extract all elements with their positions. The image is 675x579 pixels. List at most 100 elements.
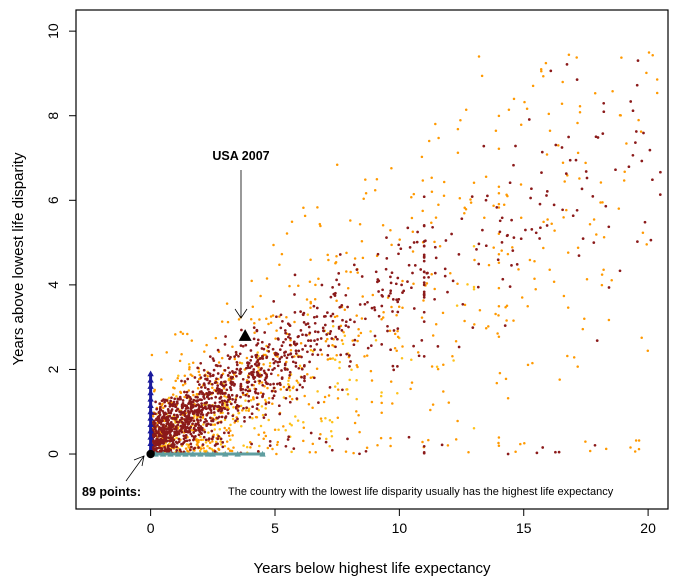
orange-point bbox=[173, 387, 176, 390]
orange-point bbox=[519, 183, 523, 186]
orange-point bbox=[566, 306, 570, 309]
orange-point bbox=[497, 202, 501, 206]
dark-point bbox=[199, 376, 203, 379]
dark-point bbox=[387, 294, 391, 298]
orange-point bbox=[550, 222, 553, 226]
dark-point bbox=[208, 392, 212, 396]
dark-point bbox=[191, 390, 195, 394]
dark-point bbox=[205, 424, 208, 428]
dark-point bbox=[293, 273, 297, 277]
dark-point bbox=[190, 445, 193, 449]
dark-point bbox=[158, 408, 162, 412]
dark-point bbox=[321, 326, 325, 330]
orange-point bbox=[308, 450, 312, 454]
dark-point bbox=[276, 360, 280, 364]
y-tick-label: 8 bbox=[45, 112, 61, 120]
orange-point bbox=[401, 306, 404, 309]
dark-point bbox=[189, 407, 192, 410]
dark-point bbox=[233, 382, 236, 386]
orange-point bbox=[540, 70, 543, 73]
yellow-point bbox=[452, 359, 455, 362]
dark-point bbox=[376, 252, 380, 256]
dark-point bbox=[410, 286, 413, 290]
y-tick-label: 2 bbox=[45, 365, 61, 373]
yellow-point bbox=[198, 449, 202, 453]
orange-point bbox=[601, 201, 604, 204]
dark-point bbox=[433, 297, 436, 301]
dark-point bbox=[210, 382, 214, 386]
yellow-point bbox=[288, 388, 292, 392]
yellow-point bbox=[294, 415, 297, 418]
dark-point bbox=[219, 382, 223, 386]
yellow-point bbox=[256, 351, 259, 354]
orange-point bbox=[220, 356, 224, 360]
dark-point bbox=[168, 439, 172, 443]
dark-point bbox=[164, 435, 168, 439]
orange-point bbox=[500, 249, 503, 252]
dark-point bbox=[163, 415, 166, 419]
yellow-point bbox=[330, 420, 334, 424]
orange-point bbox=[241, 409, 244, 412]
dark-point bbox=[604, 204, 608, 208]
dark-point bbox=[221, 402, 224, 405]
orange-point bbox=[285, 315, 288, 319]
orange-point bbox=[245, 356, 249, 360]
orange-point bbox=[186, 332, 189, 336]
orange-point bbox=[442, 390, 445, 393]
dark-point bbox=[186, 394, 190, 398]
dark-point bbox=[236, 409, 240, 412]
yellow-point bbox=[333, 358, 337, 362]
x-tick-label: 20 bbox=[640, 520, 656, 536]
dark-point bbox=[160, 434, 164, 438]
orange-point bbox=[563, 180, 566, 183]
dark-point bbox=[222, 384, 225, 388]
dark-point bbox=[506, 452, 510, 456]
dark-point bbox=[386, 329, 389, 333]
dark-point bbox=[208, 404, 212, 407]
orange-point bbox=[262, 363, 265, 366]
yellow-point bbox=[348, 378, 351, 382]
orange-point bbox=[183, 374, 187, 377]
yellow-point bbox=[175, 395, 178, 398]
orange-point bbox=[412, 192, 416, 196]
orange-point bbox=[633, 450, 637, 453]
orange-point bbox=[316, 206, 319, 209]
dark-point bbox=[249, 349, 253, 352]
orange-point bbox=[519, 216, 523, 220]
orange-point bbox=[519, 123, 523, 126]
dark-point bbox=[373, 308, 377, 312]
orange-point bbox=[353, 257, 357, 260]
orange-point bbox=[497, 114, 501, 118]
orange-point bbox=[507, 108, 511, 111]
dark-point bbox=[177, 440, 181, 444]
dark-point bbox=[225, 388, 229, 392]
orange-point bbox=[395, 314, 398, 317]
dark-point bbox=[227, 431, 230, 435]
dark-point bbox=[422, 224, 426, 227]
orange-point bbox=[299, 341, 303, 345]
dark-point bbox=[239, 384, 243, 388]
orange-point bbox=[355, 314, 358, 317]
orange-point bbox=[496, 332, 499, 335]
dark-point bbox=[241, 391, 245, 395]
orange-point bbox=[266, 386, 269, 390]
dark-point bbox=[301, 385, 304, 389]
dark-point bbox=[247, 399, 251, 403]
orange-point bbox=[183, 382, 187, 385]
yellow-point bbox=[223, 444, 227, 448]
dark-point bbox=[186, 377, 190, 381]
dark-point bbox=[317, 401, 320, 404]
orange-point bbox=[345, 251, 348, 255]
orange-point bbox=[276, 374, 280, 377]
dark-point bbox=[412, 307, 416, 310]
orange-point bbox=[183, 395, 186, 399]
89-points-label: 89 points: bbox=[82, 485, 141, 499]
dark-point bbox=[376, 280, 379, 284]
dark-point bbox=[169, 436, 173, 439]
dark-point bbox=[331, 312, 335, 316]
dark-point bbox=[246, 381, 250, 384]
orange-point bbox=[179, 390, 182, 394]
orange-point bbox=[602, 268, 605, 271]
orange-point bbox=[302, 439, 305, 443]
dark-point bbox=[214, 380, 218, 384]
